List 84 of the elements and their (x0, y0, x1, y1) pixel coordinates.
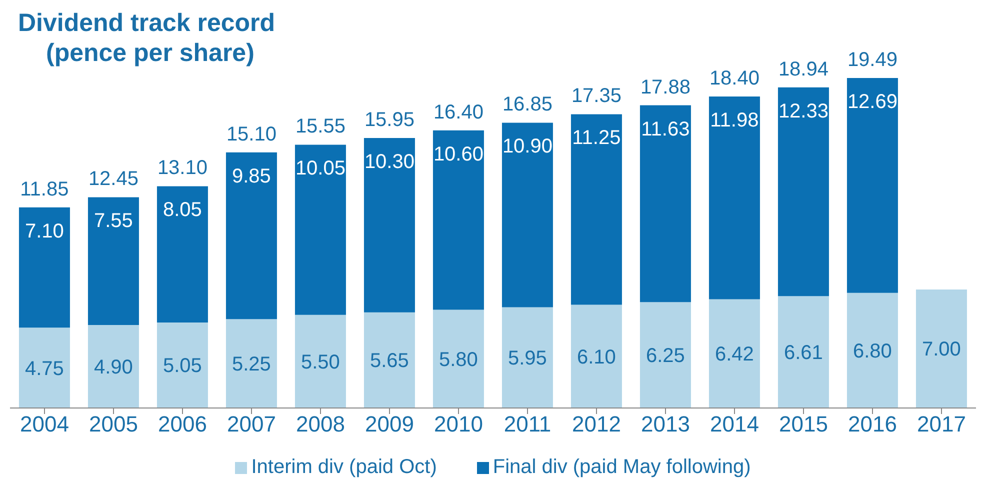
bar (226, 152, 277, 320)
legend-label: Final div (paid May following) (492, 456, 751, 479)
x-tick-label: 2013 (641, 412, 690, 437)
bar (778, 87, 829, 296)
total-label: 17.88 (640, 76, 690, 98)
bar (156, 322, 208, 408)
x-tick-label: 2015 (779, 412, 828, 437)
x-tick-label: 2006 (158, 412, 207, 437)
bar (364, 312, 415, 408)
x-tick-label: 2008 (296, 412, 345, 437)
total-label: 16.85 (502, 94, 552, 116)
bar (708, 299, 760, 408)
bar (570, 304, 622, 408)
data-label: 6.25 (646, 345, 685, 368)
data-label: 4.90 (94, 356, 133, 379)
total-label: 11.85 (20, 178, 69, 200)
bar (916, 289, 967, 408)
total-label: 18.40 (709, 67, 760, 90)
data-label: 6.80 (853, 340, 892, 362)
data-label: 7.00 (922, 338, 961, 361)
total-label: 17.35 (571, 85, 622, 108)
data-label: 11.63 (641, 118, 690, 140)
total-label: 15.95 (364, 108, 414, 131)
data-label: 6.42 (715, 344, 754, 366)
total-label: 13.10 (157, 157, 208, 180)
x-tick-label: 2005 (89, 412, 138, 437)
bar (88, 197, 139, 326)
x-tick-label: 2004 (20, 412, 69, 437)
bar (364, 138, 415, 312)
bar (88, 325, 139, 408)
data-label: 8.05 (163, 199, 202, 222)
bar (432, 310, 484, 408)
bar (778, 296, 829, 408)
bar (640, 302, 691, 408)
bar (708, 96, 760, 300)
total-label: 12.45 (88, 168, 138, 190)
chart-title: Dividend track record (pence per share) (18, 8, 276, 68)
x-tick-label: 2017 (917, 412, 966, 437)
data-label: 12.69 (847, 91, 898, 113)
bar (846, 78, 898, 293)
data-label: 10.30 (364, 150, 414, 173)
bar (226, 319, 277, 408)
data-label: 5.05 (163, 355, 202, 378)
data-label: 5.25 (232, 354, 271, 376)
bar (640, 105, 691, 302)
data-label: 5.95 (508, 348, 547, 370)
x-tick-label: 2011 (504, 412, 552, 437)
bar (502, 122, 553, 308)
bar (18, 207, 70, 328)
x-tick-label: 2012 (572, 412, 621, 437)
data-label: 10.90 (502, 136, 552, 158)
x-tick-label: 2007 (227, 412, 276, 437)
bar (432, 130, 484, 310)
data-label: 5.50 (301, 351, 340, 374)
data-label: 10.60 (433, 143, 484, 166)
bar (156, 186, 208, 322)
bar (294, 314, 346, 408)
data-label: 5.65 (370, 350, 409, 372)
x-tick-label: 2010 (434, 412, 483, 437)
data-label: 6.10 (577, 346, 616, 368)
data-label: 6.61 (784, 342, 823, 364)
total-label: 19.49 (847, 49, 898, 71)
total-label: 18.94 (778, 58, 828, 80)
bar (294, 144, 346, 315)
data-label: 7.55 (94, 210, 133, 232)
x-tick-label: 2016 (848, 412, 897, 437)
x-tick-label: 2009 (365, 412, 414, 437)
total-label: 16.40 (433, 101, 484, 124)
total-label: 15.10 (226, 123, 276, 146)
data-label: 4.75 (25, 358, 64, 380)
legend-label: Interim div (paid Oct) (250, 456, 437, 479)
data-label: 11.98 (710, 109, 759, 132)
data-label: 9.85 (232, 165, 271, 188)
bar (570, 114, 622, 305)
data-label: 11.25 (572, 127, 621, 150)
bar (502, 307, 553, 408)
bar (18, 328, 70, 408)
data-label: 7.10 (25, 220, 64, 242)
data-label: 10.05 (295, 158, 346, 180)
data-label: 12.33 (778, 100, 828, 122)
data-label: 5.80 (439, 348, 478, 371)
x-tick-label: 2014 (710, 412, 759, 437)
bar (846, 292, 898, 408)
total-label: 15.55 (295, 116, 346, 138)
